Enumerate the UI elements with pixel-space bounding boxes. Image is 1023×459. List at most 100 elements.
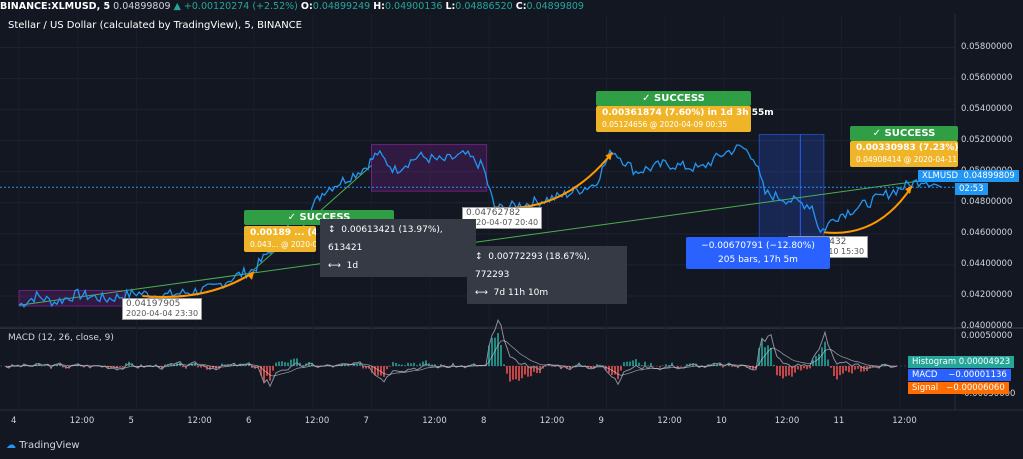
- macd-value: −0.00001136: [948, 370, 1007, 380]
- low2-price: 0.04762782: [466, 208, 521, 218]
- macd-label: MACD: [912, 370, 938, 380]
- success2-badge-text: SUCCESS: [654, 93, 705, 104]
- time-tick-label: 12:00: [657, 416, 682, 426]
- projection-arrow: [494, 151, 614, 209]
- range1-line1: 0.00613421 (13.97%), 613421: [328, 225, 443, 253]
- time-tick-label: 11: [833, 416, 845, 426]
- price-change: +0.00120274 (+2.52%): [183, 1, 298, 12]
- measure-tooltip-2: ↕ 0.00772293 (18.67%), 772293 ⟷ 7d 11h 1…: [467, 246, 627, 304]
- low-label: L:: [445, 1, 456, 12]
- histogram-value: 0.00004923: [958, 357, 1011, 367]
- symbol-price-tag: XLMUSD 0.04899809: [918, 170, 1019, 182]
- price-tick-label: 0.04800000: [961, 196, 1013, 207]
- height-icon: ↕: [475, 252, 483, 262]
- success-label-3: 0.00330983 (7.23%) in 0.04908414 @ 2020-…: [850, 141, 958, 167]
- success-badge-2: ✓ SUCCESS: [596, 91, 751, 106]
- macd-tick-label: -0.00050000: [961, 389, 1016, 399]
- success2-line2: 0.05124656 @ 2020-04-09 00:35: [602, 120, 728, 129]
- success2-line1: 0.00361874 (7.60%) in 1d 3h 55m: [602, 108, 774, 118]
- high-label: H:: [373, 1, 385, 12]
- highlight-box: [799, 133, 825, 243]
- histogram-label: Histogram: [912, 357, 957, 367]
- tradingview-cloud-icon: ☁: [6, 440, 16, 451]
- time-tick-label: 4: [11, 416, 17, 426]
- success1-badge-text: SUCCESS: [299, 212, 351, 223]
- success-label-2: 0.00361874 (7.60%) in 1d 3h 55m 0.051246…: [596, 106, 774, 132]
- symbol-header: BINANCE:XLMUSD, 5 0.04899809 ▲ +0.001202…: [0, 0, 584, 14]
- signal-value: −0.00006060: [946, 383, 1005, 393]
- time-tick-label: 10: [716, 416, 727, 426]
- time-tick-label: 12:00: [422, 416, 447, 426]
- price-tick-label: 0.04600000: [961, 227, 1013, 238]
- measure-tooltip-3: −0.00670791 (−12.80%) 205 bars, 17h 5m: [686, 237, 830, 269]
- range3-line1: −0.00670791 (−12.80%): [701, 241, 815, 251]
- close-value: 0.04899809: [526, 1, 584, 12]
- success-label-1: 0.00189 ... (4.5... 0.043... @ 2020-0...: [244, 226, 316, 252]
- width-icon: ⟷: [328, 261, 341, 271]
- range2-line2: 7d 11h 10m: [493, 288, 549, 298]
- price-tick-label: 0.05600000: [961, 72, 1013, 83]
- price-tick-label: 0.04400000: [961, 258, 1013, 269]
- projection-arrow: [823, 185, 913, 234]
- price-tick-label: 0.04000000: [961, 321, 1013, 331]
- time-tick-label: 12:00: [774, 416, 800, 426]
- check-icon: ✓: [642, 93, 651, 104]
- macd-tick-label: 0.00050000: [961, 331, 1013, 341]
- macd-tag: MACD −0.00001136: [908, 369, 1011, 381]
- macd-line: [5, 318, 898, 388]
- macd-title: MACD (12, 26, close, 9): [8, 333, 114, 343]
- measure-tooltip-1: ↕ 0.00613421 (13.97%), 613421 ⟷ 1d: [320, 219, 476, 277]
- arrow-head: [247, 271, 254, 280]
- up-arrow-icon: ▲: [173, 1, 181, 12]
- time-tick-label: 12:00: [69, 416, 95, 426]
- success1-line2: 0.043... @ 2020-0...: [250, 240, 316, 249]
- low-price-label-1: 0.04197905 2020-04-04 23:30: [122, 298, 203, 320]
- width-icon: ⟷: [475, 288, 488, 298]
- success-badge-3: ✓ SUCCESS: [850, 126, 958, 141]
- price-tick-label: 0.05800000: [961, 41, 1013, 52]
- range2-line1: 0.00772293 (18.67%), 772293: [475, 252, 590, 280]
- success3-badge-text: SUCCESS: [884, 128, 936, 139]
- time-tick-label: 9: [598, 416, 604, 426]
- close-label: C:: [515, 1, 527, 12]
- time-tick-label: 12:00: [892, 416, 917, 426]
- trend-line: [18, 177, 942, 306]
- symbol-name: BINANCE:XLMUSD, 5: [0, 1, 111, 12]
- tradingview-logo[interactable]: ☁ TradingView: [6, 440, 80, 451]
- check-icon: ✓: [872, 128, 882, 139]
- arrow-head: [905, 186, 912, 195]
- highlight-box: [758, 133, 801, 243]
- high-value: 0.04900136: [384, 1, 443, 12]
- low-price-label-2: 0.04762782 2020-04-07 20:40: [462, 207, 543, 229]
- price-line: [18, 144, 942, 308]
- signal-label: Signal: [912, 383, 939, 393]
- histogram-tag: Histogram 0.00004923: [908, 356, 1015, 368]
- time-tick-label: 8: [481, 416, 487, 426]
- signal-tag: Signal −0.00006060: [908, 382, 1009, 394]
- signal-line: [5, 340, 897, 377]
- countdown-tag: 02:53: [955, 183, 988, 195]
- price-tick-label: 0.05200000: [961, 134, 1013, 145]
- projection-arrow: [142, 271, 255, 298]
- low1-date: 2020-04-04 23:30: [126, 309, 199, 318]
- tradingview-logo-text: TradingView: [19, 440, 80, 451]
- open-value: 0.04899249: [312, 1, 371, 12]
- symbol-tag: XLMUSD: [922, 171, 959, 181]
- time-tick-label: 12:00: [304, 416, 330, 426]
- time-tick-label: 6: [246, 416, 252, 426]
- last-price: 0.04899809: [113, 1, 171, 12]
- price-tick-label: 0.04200000: [961, 289, 1013, 300]
- time-tick-label: 12:00: [539, 416, 565, 426]
- low-value: 0.04886520: [455, 1, 513, 12]
- low1-price: 0.04197905: [126, 299, 181, 309]
- height-icon: ↕: [328, 225, 336, 235]
- time-tick-label: 5: [128, 416, 134, 426]
- low2-date: 2020-04-07 20:40: [466, 218, 539, 227]
- time-tick-label: 12:00: [187, 416, 212, 426]
- open-label: O:: [300, 1, 313, 12]
- success3-line2: 0.04908414 @ 2020-04-11 ...: [856, 155, 958, 164]
- check-icon: ✓: [287, 212, 297, 223]
- price-tick-label: 0.05400000: [961, 103, 1013, 114]
- time-tick-label: 7: [363, 416, 369, 426]
